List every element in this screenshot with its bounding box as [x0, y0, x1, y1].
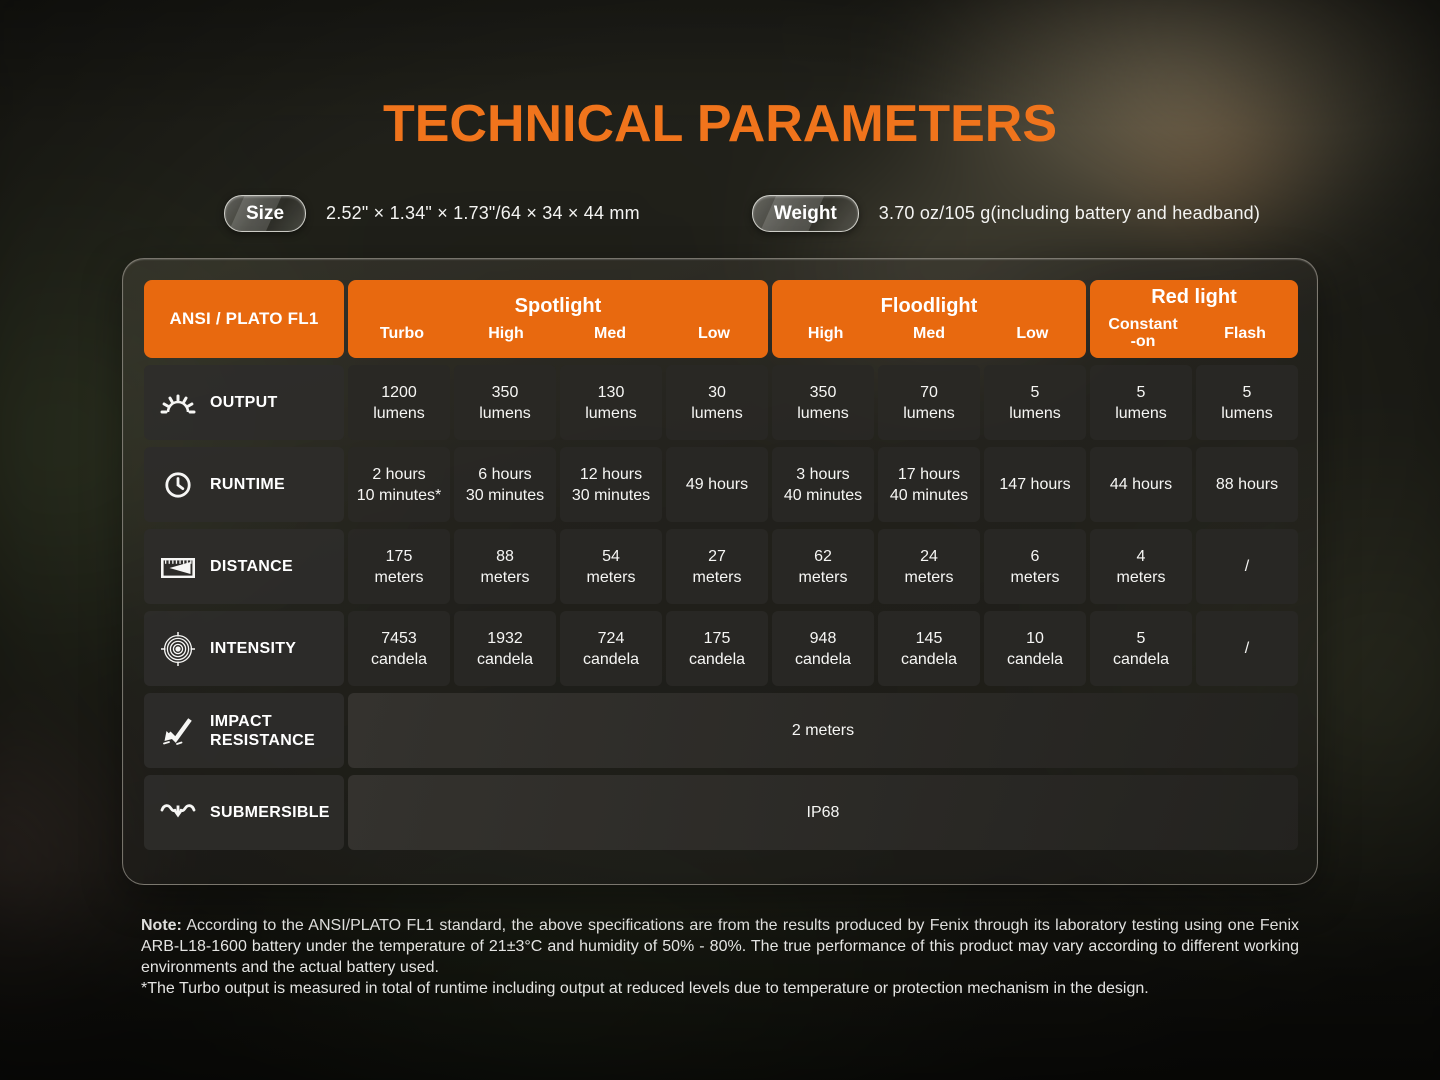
size-value: 2.52" × 1.34" × 1.73"/64 × 34 × 44 mm — [326, 203, 640, 223]
table-cell: 88 meters — [454, 529, 556, 604]
table-cell: 350 lumens — [454, 365, 556, 440]
row-label-distance: DISTANCE — [144, 529, 344, 604]
row-label-text: IMPACT RESISTANCE — [210, 712, 315, 749]
column-group-spotlight: Spotlight Turbo High Med Low — [348, 280, 768, 358]
row-label-intensity: INTENSITY — [144, 611, 344, 686]
size-spec: Size 2.52" × 1.34" × 1.73"/64 × 34 × 44 … — [224, 195, 640, 232]
group-modes: High Med Low — [774, 325, 1084, 342]
row-label-text: OUTPUT — [210, 394, 278, 411]
row-label-submersible: SUBMERSIBLE — [144, 775, 344, 850]
table-cell: 1200 lumens — [348, 365, 450, 440]
table-cell: 948 candela — [772, 611, 874, 686]
note-paragraph: Note: According to the ANSI/PLATO FL1 st… — [141, 915, 1299, 978]
mode-header: Med — [594, 324, 626, 342]
row-label-text: INTENSITY — [210, 640, 297, 657]
table-cell: 5 lumens — [1196, 365, 1298, 440]
table-cell: 6 meters — [984, 529, 1086, 604]
mode-header: Turbo — [379, 324, 425, 342]
mode-header: High — [807, 324, 844, 342]
table-cell: 130 lumens — [560, 365, 662, 440]
table-cell: 6 hours 30 minutes — [454, 447, 556, 522]
table-cell: 5 lumens — [984, 365, 1086, 440]
table-cell-merged: 2 meters — [348, 693, 1298, 768]
table-cell: 3 hours 40 minutes — [772, 447, 874, 522]
parameters-table: ANSI / PLATO FL1 Spotlight Turbo High Me… — [144, 280, 1298, 850]
row-label-text: SUBMERSIBLE — [210, 804, 330, 821]
target-icon — [159, 631, 197, 666]
wave-arrow-icon — [159, 802, 197, 824]
table-cell: 4 meters — [1090, 529, 1192, 604]
table-cell: 49 hours — [666, 447, 768, 522]
table-cell: / — [1196, 611, 1298, 686]
table-cell: 54 meters — [560, 529, 662, 604]
mode-header: Low — [1016, 324, 1049, 342]
weight-spec: Weight 3.70 oz/105 g(including battery a… — [751, 195, 1261, 232]
table-cell: 30 lumens — [666, 365, 768, 440]
group-title: Floodlight — [880, 294, 978, 317]
mode-header: High — [488, 324, 524, 342]
table-cell: 175 meters — [348, 529, 450, 604]
table-cell-merged: IP68 — [348, 775, 1298, 850]
table-cell: 88 hours — [1196, 447, 1298, 522]
table-cell: 2 hours 10 minutes* — [348, 447, 450, 522]
note-label: Note: — [141, 917, 182, 934]
group-modes: Constant -on Flash — [1092, 316, 1296, 350]
table-cell: 17 hours 40 minutes — [878, 447, 980, 522]
table-corner-header: ANSI / PLATO FL1 — [144, 280, 344, 358]
table-cell: 350 lumens — [772, 365, 874, 440]
size-pill-label: Size — [246, 202, 285, 224]
row-label-runtime: RUNTIME — [144, 447, 344, 522]
clock-icon — [159, 471, 197, 499]
weight-pill-label: Weight — [773, 202, 837, 224]
mode-header: Constant -on — [1108, 316, 1178, 350]
table-cell: 724 candela — [560, 611, 662, 686]
table-cell: 44 hours — [1090, 447, 1192, 522]
table-cell: 175 candela — [666, 611, 768, 686]
mode-header: Low — [698, 324, 730, 342]
size-weight-row: Size 2.52" × 1.34" × 1.73"/64 × 34 × 44 … — [122, 195, 1318, 232]
footnotes: Note: According to the ANSI/PLATO FL1 st… — [141, 915, 1299, 999]
page-title: TECHNICAL PARAMETERS — [382, 95, 1058, 153]
row-label-text: RUNTIME — [210, 476, 285, 493]
column-group-floodlight: Floodlight High Med Low — [772, 280, 1086, 358]
size-pill: Size — [224, 195, 307, 232]
table-cell: 27 meters — [666, 529, 768, 604]
table-cell: 5 lumens — [1090, 365, 1192, 440]
note-body: According to the ANSI/PLATO FL1 standard… — [141, 917, 1299, 976]
table-cell: 5 candela — [1090, 611, 1192, 686]
mode-header: Med — [912, 324, 945, 342]
table-cell: 62 meters — [772, 529, 874, 604]
table-cell: 147 hours — [984, 447, 1086, 522]
mode-header: Flash — [1224, 324, 1266, 342]
table-cell: 1932 candela — [454, 611, 556, 686]
table-cell: 70 lumens — [878, 365, 980, 440]
column-group-redlight: Red light Constant -on Flash — [1090, 280, 1298, 358]
row-label-output: OUTPUT — [144, 365, 344, 440]
table-cell: 145 candela — [878, 611, 980, 686]
group-title: Spotlight — [514, 294, 602, 317]
table-cell: 10 candela — [984, 611, 1086, 686]
table-cell: 7453 candela — [348, 611, 450, 686]
weight-value: 3.70 oz/105 g(including battery and head… — [878, 203, 1261, 223]
group-title: Red light — [1151, 286, 1237, 308]
row-label-text: DISTANCE — [210, 558, 293, 575]
row-label-impact-resistance: IMPACT RESISTANCE — [144, 693, 344, 768]
parameters-panel: ANSI / PLATO FL1 Spotlight Turbo High Me… — [122, 258, 1318, 885]
group-modes: Turbo High Med Low — [350, 325, 766, 342]
beam-distance-icon — [159, 554, 197, 580]
table-cell: 24 meters — [878, 529, 980, 604]
table-cell: / — [1196, 529, 1298, 604]
sunburst-icon — [159, 390, 197, 416]
weight-pill: Weight — [751, 195, 859, 232]
impact-check-icon — [159, 716, 197, 746]
table-cell: 12 hours 30 minutes — [560, 447, 662, 522]
note-footnote: *The Turbo output is measured in total o… — [141, 980, 1149, 997]
